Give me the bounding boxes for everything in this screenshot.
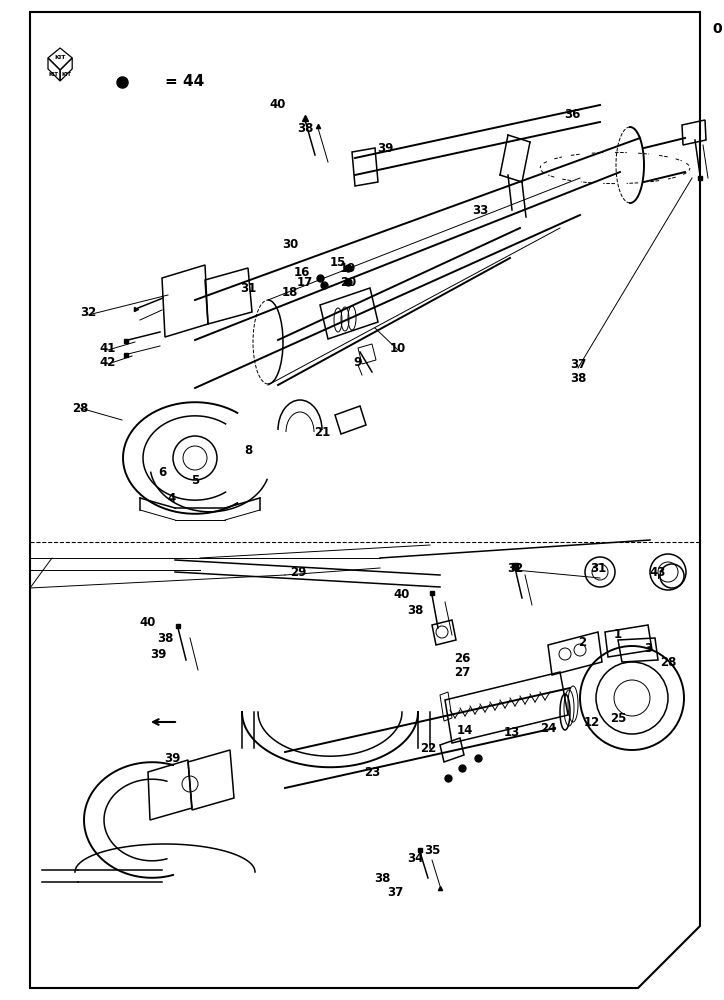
Text: 36: 36 — [564, 108, 580, 121]
Text: 37: 37 — [387, 886, 403, 898]
Text: 32: 32 — [80, 306, 96, 318]
Text: 25: 25 — [610, 712, 626, 724]
Text: 32: 32 — [507, 562, 523, 574]
Text: 40: 40 — [394, 588, 411, 601]
Text: 5: 5 — [191, 474, 199, 487]
Text: 1: 1 — [614, 629, 622, 642]
Text: 40: 40 — [270, 99, 286, 111]
Text: 13: 13 — [504, 726, 520, 738]
Text: 22: 22 — [420, 742, 436, 754]
Text: KIT: KIT — [49, 72, 58, 77]
Text: 31: 31 — [590, 562, 606, 574]
Text: 28: 28 — [72, 401, 88, 414]
Text: 3: 3 — [644, 642, 652, 654]
Polygon shape — [30, 12, 700, 988]
Text: 18: 18 — [282, 286, 298, 298]
Text: 39: 39 — [376, 141, 393, 154]
Text: 31: 31 — [240, 282, 256, 294]
Text: 34: 34 — [407, 852, 424, 864]
Text: 38: 38 — [570, 371, 586, 384]
Text: 8: 8 — [244, 444, 252, 456]
Text: KIT: KIT — [62, 72, 72, 77]
Text: 37: 37 — [570, 359, 586, 371]
Text: 2: 2 — [578, 636, 586, 648]
Text: 41: 41 — [100, 342, 116, 355]
Text: 38: 38 — [297, 121, 313, 134]
Text: 16: 16 — [294, 265, 310, 278]
Text: 42: 42 — [100, 356, 116, 368]
Text: KIT: KIT — [54, 55, 66, 60]
Text: 20: 20 — [340, 275, 356, 288]
Text: 38: 38 — [157, 632, 173, 645]
Text: 39: 39 — [150, 648, 167, 662]
Text: 29: 29 — [290, 566, 306, 578]
Text: 40: 40 — [140, 615, 156, 629]
Text: 35: 35 — [424, 844, 440, 856]
Text: 12: 12 — [584, 716, 600, 728]
Text: = 44: = 44 — [165, 75, 204, 90]
Text: 0: 0 — [712, 22, 722, 36]
Text: 14: 14 — [457, 724, 473, 736]
Text: 19: 19 — [340, 261, 356, 274]
Text: 43: 43 — [650, 566, 666, 578]
Text: 6: 6 — [158, 466, 166, 479]
Text: 4: 4 — [168, 491, 176, 504]
Text: 23: 23 — [364, 766, 380, 778]
Text: 38: 38 — [407, 603, 424, 616]
Text: 27: 27 — [454, 666, 470, 678]
Text: 17: 17 — [297, 275, 313, 288]
Text: 15: 15 — [330, 256, 346, 269]
Text: 9: 9 — [354, 356, 362, 368]
Text: 33: 33 — [472, 204, 488, 217]
Text: 21: 21 — [314, 426, 330, 438]
Text: 24: 24 — [540, 722, 556, 734]
Text: 39: 39 — [164, 752, 180, 764]
Text: 28: 28 — [660, 656, 676, 668]
Text: 26: 26 — [454, 652, 470, 664]
Text: 30: 30 — [282, 238, 298, 251]
Text: 10: 10 — [390, 342, 406, 355]
Text: 38: 38 — [374, 871, 390, 884]
